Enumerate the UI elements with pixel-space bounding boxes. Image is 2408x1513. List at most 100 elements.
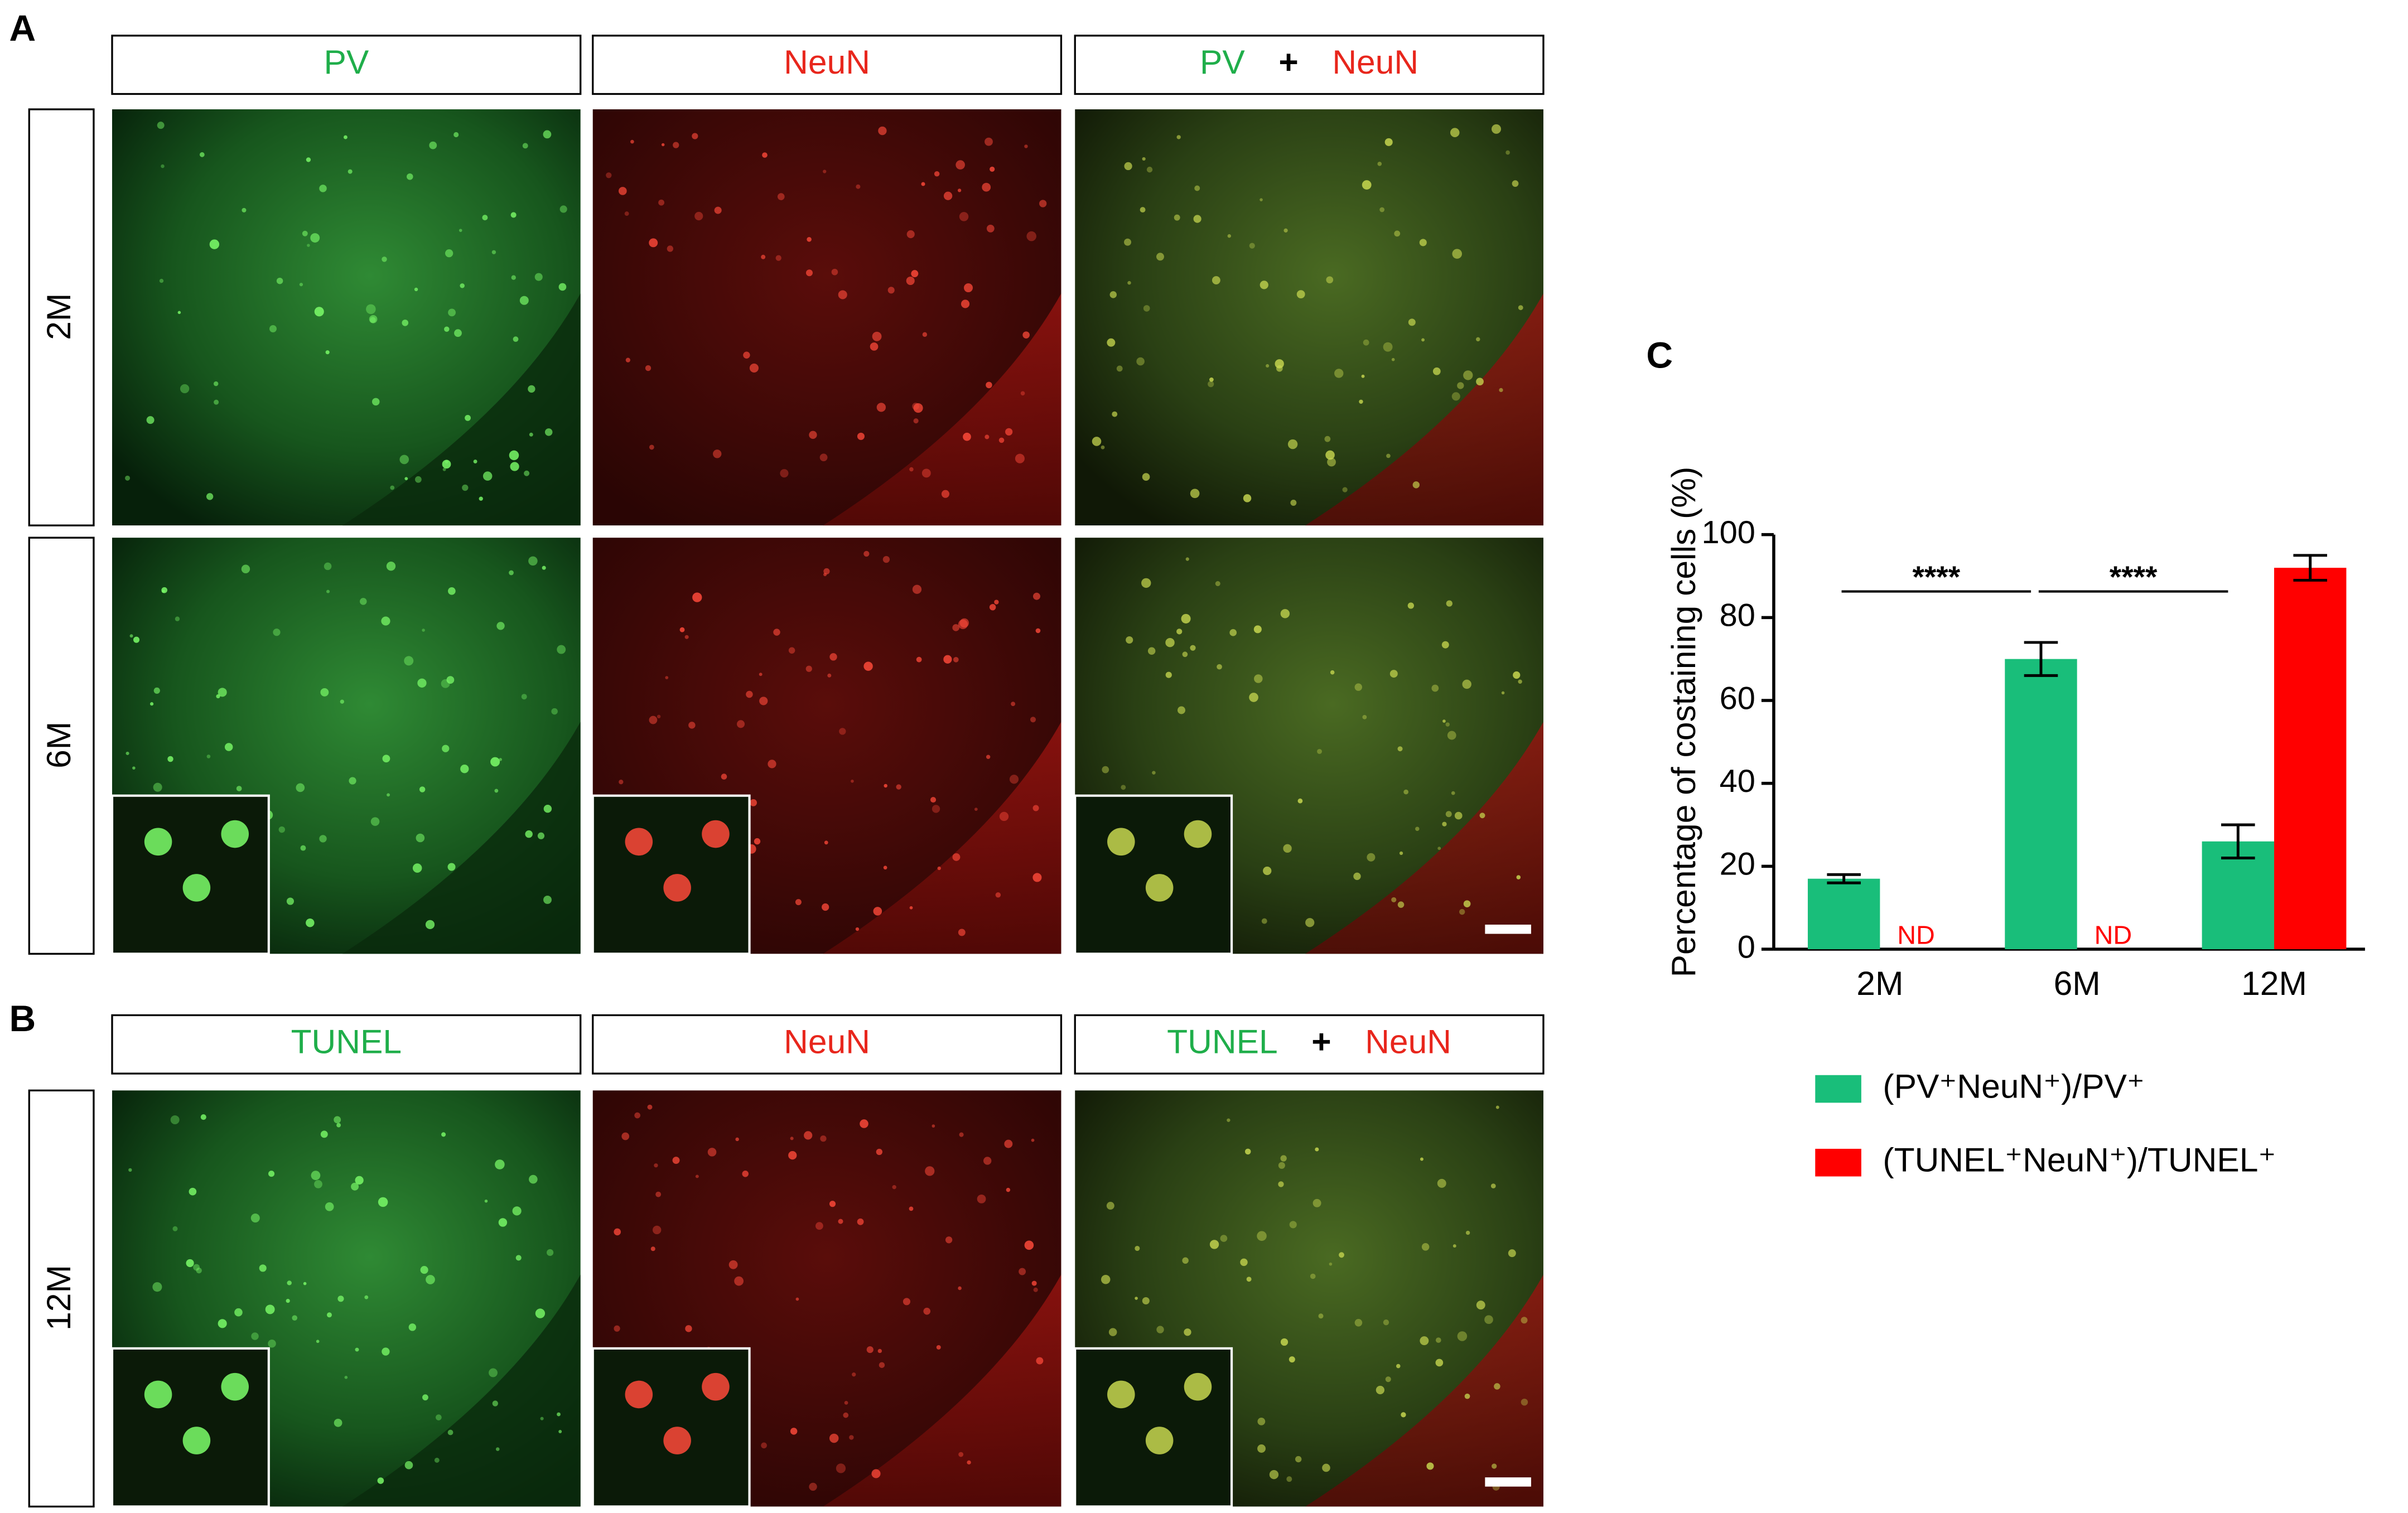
cell: [721, 774, 727, 780]
cell: [872, 331, 882, 341]
cell: [1039, 200, 1047, 207]
cell: [1377, 162, 1382, 166]
cell: [1445, 811, 1452, 818]
cell: [177, 311, 181, 315]
cell: [1101, 445, 1105, 449]
cell: [714, 206, 722, 214]
y-tick-label: 100: [1701, 515, 1755, 550]
cell: [1032, 592, 1040, 600]
cell: [1492, 1463, 1497, 1469]
cell: [1362, 180, 1372, 190]
cell: [407, 173, 413, 180]
tissue-edge: [823, 293, 1061, 526]
cell: [429, 141, 437, 149]
cell: [1261, 918, 1267, 924]
cell: [242, 207, 247, 212]
cell: [930, 797, 937, 803]
inset-cell: [625, 828, 653, 856]
cell: [695, 1174, 699, 1178]
cell: [1253, 625, 1262, 634]
cell: [377, 1477, 384, 1484]
cell: [287, 1280, 292, 1285]
cell: [170, 1115, 180, 1124]
cell: [1479, 813, 1485, 819]
cell: [1176, 135, 1181, 139]
cell: [795, 1297, 799, 1301]
x-tick-label: 6M: [2054, 964, 2101, 1002]
header-part: NeuN: [1365, 1023, 1451, 1061]
cell: [1019, 1268, 1026, 1275]
tissue-edge: [342, 293, 581, 526]
cell: [887, 287, 895, 294]
cell: [448, 308, 456, 317]
cell: [152, 1282, 162, 1292]
cell: [1419, 239, 1427, 246]
cell: [482, 471, 493, 481]
cell: [299, 283, 303, 287]
cell: [1452, 249, 1463, 259]
cell: [234, 1308, 243, 1317]
cell: [1421, 1243, 1430, 1251]
cell: [1512, 180, 1519, 187]
cell: [420, 1266, 428, 1274]
cell: [903, 1298, 910, 1306]
cell: [1462, 679, 1471, 689]
cell: [465, 414, 471, 421]
inset-cell: [144, 828, 172, 856]
cell: [1193, 215, 1201, 223]
cell: [852, 1372, 856, 1377]
cell: [974, 808, 978, 811]
cell: [1266, 364, 1270, 368]
row-label-box: [28, 536, 95, 955]
cell: [189, 1187, 197, 1196]
cell: [414, 476, 422, 483]
cell: [606, 172, 612, 178]
inset-cell: [663, 874, 691, 902]
cell: [912, 584, 922, 594]
cell: [441, 1132, 446, 1137]
cell: [831, 268, 838, 275]
cell: [250, 1214, 260, 1223]
cell: [445, 249, 453, 258]
cell: [815, 1222, 823, 1230]
cell: [370, 817, 380, 826]
cell: [268, 1339, 276, 1348]
cell: [442, 745, 450, 752]
cell: [1401, 1412, 1406, 1418]
cell: [1263, 866, 1272, 876]
cell: [1136, 357, 1145, 366]
cell: [945, 1236, 953, 1244]
cell: [877, 1348, 882, 1354]
cell: [344, 135, 348, 139]
cell: [224, 743, 233, 751]
legend-label: (PV⁺NeuN⁺)/PV⁺: [1883, 1067, 2144, 1105]
cell: [1324, 436, 1331, 442]
cell: [454, 329, 462, 337]
scale-bar: [1485, 924, 1531, 934]
cell: [1240, 1258, 1248, 1267]
cell: [348, 169, 353, 174]
cell: [1312, 1198, 1321, 1207]
cell: [829, 1201, 836, 1207]
cell: [146, 416, 155, 424]
cell: [1020, 391, 1025, 396]
cell: [655, 1191, 662, 1197]
cell: [547, 1249, 554, 1256]
cell: [829, 653, 837, 661]
cell: [985, 434, 990, 439]
cell: [529, 432, 533, 437]
cell: [558, 1430, 562, 1433]
cell: [1280, 609, 1290, 618]
cell: [1296, 290, 1305, 299]
cell: [1384, 138, 1393, 146]
cell: [157, 122, 165, 129]
cell: [876, 1148, 882, 1156]
cell: [276, 277, 283, 284]
cell: [1516, 875, 1521, 879]
cell: [495, 1447, 500, 1451]
cell: [923, 1307, 931, 1315]
cell: [1176, 629, 1183, 635]
cell: [921, 468, 931, 478]
cell: [649, 238, 658, 248]
